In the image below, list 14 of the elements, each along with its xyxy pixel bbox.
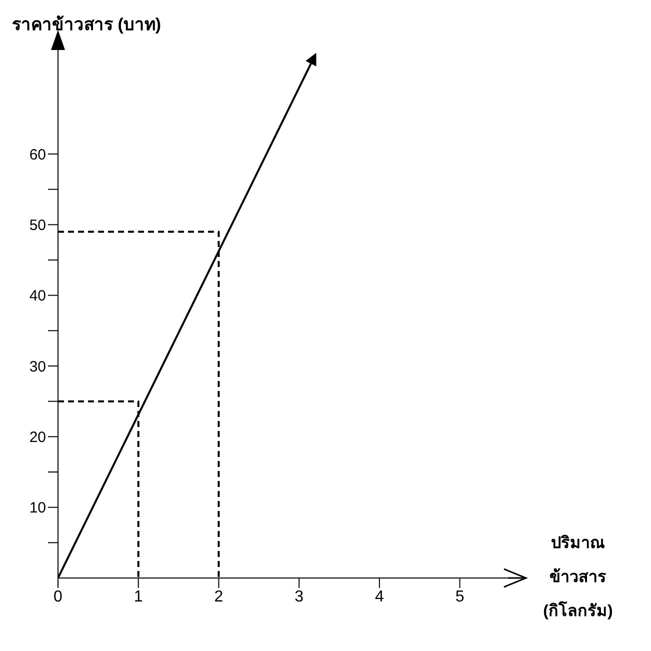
x-tick-label: 5 [455,588,464,606]
y-tick-label: 20 [29,428,46,446]
x-axis-title: ปริมาณ ข้าวสาร (กิโลกรัม) [543,534,613,620]
y-tick-label: 40 [29,288,46,305]
y-tick-label: 10 [29,500,46,517]
x-tick-label: 4 [374,588,384,606]
x-tick-label: 0 [54,588,63,606]
y-tick-label: 30 [29,358,46,376]
y-axis-title: ราคาข้าวสาร (บาท) [12,15,162,34]
x-tick-label: 1 [134,588,143,606]
y-tick-label: 50 [29,216,46,234]
y-tick-label: 60 [29,146,46,164]
x-tick-label: 3 [294,588,304,606]
x-tick-label: 2 [214,588,224,606]
